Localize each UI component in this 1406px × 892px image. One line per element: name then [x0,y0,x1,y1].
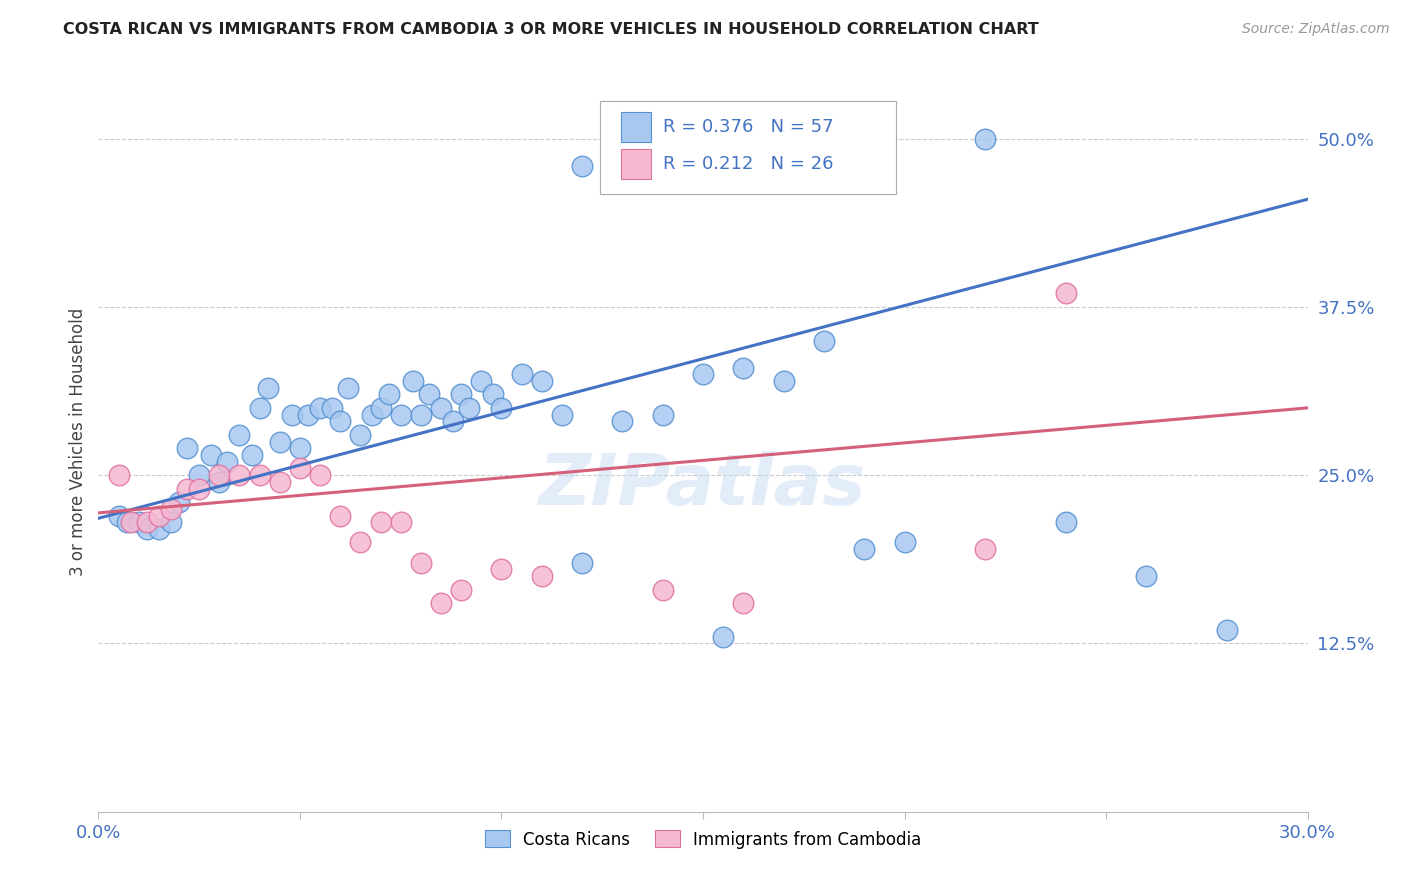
Point [1216,623,1239,637]
Point [1054,286,1077,301]
Point [249,468,271,483]
Point [288,442,311,456]
Point [733,596,755,610]
Point [733,360,755,375]
Point [711,630,734,644]
Point [813,334,835,348]
Point [430,596,453,610]
Point [491,562,513,576]
Point [120,516,142,530]
FancyBboxPatch shape [621,149,651,178]
Point [329,414,352,428]
Point [450,582,472,597]
Point [974,542,997,557]
Point [458,401,481,415]
Point [107,508,129,523]
Point [441,414,464,428]
Point [692,368,714,382]
Point [893,535,915,549]
Point [281,408,304,422]
Point [370,401,392,415]
Point [470,374,492,388]
Text: ZIPatlas: ZIPatlas [540,451,866,520]
Point [337,381,360,395]
Text: Source: ZipAtlas.com: Source: ZipAtlas.com [1241,22,1389,37]
Point [321,401,343,415]
Point [361,408,384,422]
Point [389,408,412,422]
Point [176,482,198,496]
FancyBboxPatch shape [621,112,651,142]
Point [148,522,170,536]
Point [377,387,399,401]
Text: R = 0.376   N = 57: R = 0.376 N = 57 [664,118,834,136]
Point [349,427,371,442]
Point [389,516,412,530]
Point [409,408,432,422]
Point [772,374,794,388]
Point [148,508,170,523]
Legend: Costa Ricans, Immigrants from Cambodia: Costa Ricans, Immigrants from Cambodia [478,823,928,855]
Point [309,468,332,483]
Point [269,475,291,489]
Point [249,401,271,415]
Point [167,495,190,509]
Point [128,516,150,530]
Point [228,468,250,483]
Point [188,482,211,496]
Point [349,535,371,549]
Point [1135,569,1157,583]
Point [450,387,472,401]
Text: R = 0.212   N = 26: R = 0.212 N = 26 [664,155,834,173]
Point [208,475,231,489]
Point [612,414,634,428]
Point [651,582,673,597]
Point [418,387,440,401]
Point [135,516,157,530]
Point [571,556,593,570]
Point [188,468,211,483]
Point [176,442,198,456]
Y-axis label: 3 or more Vehicles in Household: 3 or more Vehicles in Household [69,308,87,575]
Text: COSTA RICAN VS IMMIGRANTS FROM CAMBODIA 3 OR MORE VEHICLES IN HOUSEHOLD CORRELAT: COSTA RICAN VS IMMIGRANTS FROM CAMBODIA … [63,22,1039,37]
Point [256,381,278,395]
Point [115,516,138,530]
Point [329,508,352,523]
Point [430,401,453,415]
Point [651,408,673,422]
Point [240,448,263,462]
Point [402,374,425,388]
Point [370,516,392,530]
Point [571,159,593,173]
Point [510,368,533,382]
Point [228,427,250,442]
Point [551,408,574,422]
FancyBboxPatch shape [600,101,897,194]
Point [297,408,319,422]
Point [208,468,231,483]
Point [107,468,129,483]
Point [160,516,183,530]
Point [269,434,291,449]
Point [409,556,432,570]
Point [974,131,997,145]
Point [135,522,157,536]
Point [482,387,505,401]
Point [309,401,332,415]
Point [200,448,222,462]
Point [530,374,553,388]
Point [160,501,183,516]
Point [491,401,513,415]
Point [217,455,239,469]
Point [288,461,311,475]
Point [530,569,553,583]
Point [853,542,876,557]
Point [1054,516,1077,530]
